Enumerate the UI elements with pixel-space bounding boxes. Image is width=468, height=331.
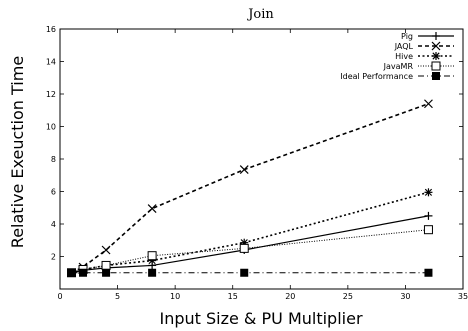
- data-point-javamr: [423, 225, 433, 235]
- x-axis-label: Input Size & PU Multiplier: [159, 309, 362, 328]
- data-point-ideal-performance: [424, 268, 433, 277]
- series-line-hive: [71, 191, 429, 274]
- y-tick-label: 2: [51, 253, 56, 262]
- chart-title: Join: [246, 7, 274, 22]
- data-point-ideal-performance: [67, 268, 76, 277]
- data-point-javamr: [147, 251, 157, 261]
- legend-marker-javamr: [431, 61, 441, 71]
- data-point-jaql: [101, 245, 111, 255]
- y-tick-label: 14: [46, 58, 56, 67]
- data-point-ideal-performance: [79, 268, 88, 277]
- data-point-ideal-performance: [102, 268, 111, 277]
- data-point-pig: [424, 211, 433, 220]
- y-tick-label: 6: [51, 188, 56, 197]
- legend-label-pig: Pig: [401, 32, 413, 41]
- x-tick-label: 25: [343, 292, 353, 301]
- series-line-javamr: [71, 229, 429, 274]
- x-tick-label: 30: [400, 292, 410, 301]
- x-tick-label: 10: [170, 292, 180, 301]
- x-tick-label: 0: [57, 292, 62, 301]
- legend-label-ideal-performance: Ideal Performance: [340, 72, 413, 81]
- legend-label-javamr: JavaMR: [383, 62, 414, 71]
- legend-marker-hive: [432, 52, 440, 60]
- data-point-javamr: [239, 243, 249, 253]
- legend-marker-jaql: [431, 41, 441, 51]
- legend-label-hive: Hive: [395, 52, 413, 61]
- data-point-javamr: [101, 260, 111, 270]
- y-tick-label: 10: [46, 123, 56, 132]
- legend-marker-pig: [432, 32, 440, 40]
- y-tick-label: 4: [51, 220, 56, 229]
- legend-label-jaql: JAQL: [394, 42, 414, 51]
- legend-marker-ideal-performance: [432, 72, 440, 80]
- data-point-jaql: [147, 204, 157, 213]
- data-point-ideal-performance: [148, 268, 157, 277]
- x-tick-label: 35: [458, 292, 468, 301]
- data-point-jaql: [239, 165, 249, 174]
- data-point-ideal-performance: [240, 268, 249, 277]
- data-point-hive: [424, 188, 433, 197]
- y-axis-label: Relative Exeuction Time: [8, 56, 27, 248]
- series-markers: [67, 99, 433, 278]
- y-tick-label: 16: [46, 25, 56, 34]
- data-point-jaql: [424, 99, 433, 109]
- x-tick-label: 5: [115, 292, 120, 301]
- series-lines: [71, 102, 429, 274]
- y-tick-label: 8: [51, 155, 56, 164]
- y-tick-label: 12: [46, 90, 56, 99]
- x-tick-label: 15: [228, 292, 238, 301]
- x-tick-label: 20: [285, 292, 295, 301]
- axis-ticks: 0 5 10 15 20 25 30 35 2 4 6 8 10 12 14 16: [46, 25, 468, 301]
